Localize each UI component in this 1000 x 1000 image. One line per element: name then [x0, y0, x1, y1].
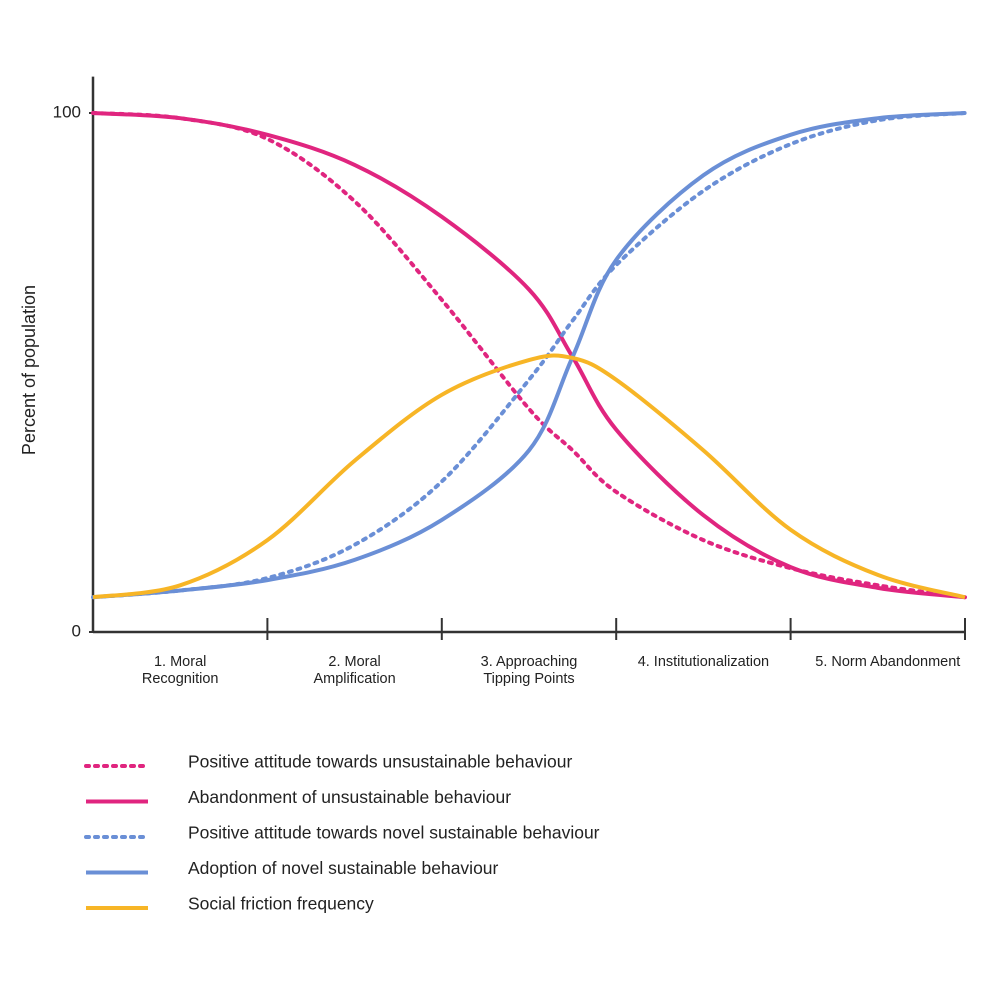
legend-label: Positive attitude towards unsustainable … — [188, 752, 572, 772]
legend-label: Social friction frequency — [188, 894, 374, 914]
series-line — [92, 353, 966, 600]
series-line — [91, 111, 967, 600]
legend-label: Adoption of novel sustainable behaviour — [188, 858, 499, 878]
legend-label: Positive attitude towards novel sustaina… — [188, 823, 600, 843]
series-line — [92, 111, 966, 600]
x-category-label: 1. Moral Recognition — [141, 654, 219, 687]
legend-label: Abandonment of unsustainable behaviour — [188, 787, 511, 807]
y-tick-label: 100 — [53, 102, 81, 121]
y-axis-label: Percent of population — [19, 285, 39, 455]
series-line — [91, 111, 967, 600]
x-category-label: 5. Norm Abandonment — [815, 654, 961, 670]
y-tick-label: 0 — [72, 621, 81, 640]
x-category-label: 2. Moral Amplification — [313, 654, 396, 687]
x-category-label: 3. Approaching Tipping Points — [480, 654, 578, 687]
series-line — [92, 111, 966, 600]
x-category-label: 4. Institutionalization — [637, 654, 770, 670]
